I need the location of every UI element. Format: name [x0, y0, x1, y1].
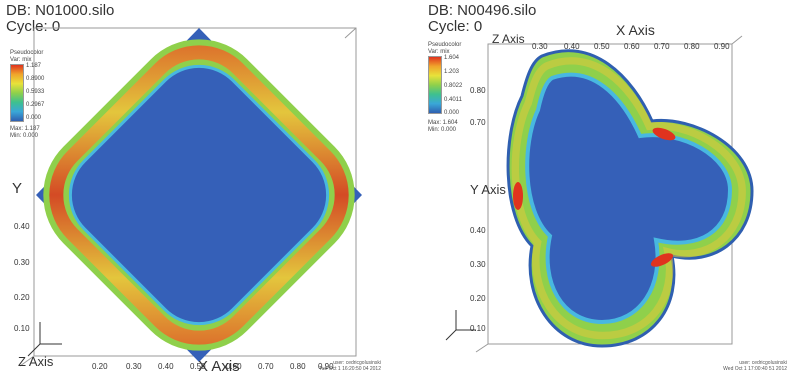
x-axis-title: X Axis — [616, 22, 655, 38]
y-tick: 0.10 — [14, 324, 30, 333]
cycle-label: Cycle: 0 — [6, 18, 61, 35]
legend-level: 1.203 — [444, 69, 460, 75]
x-tick: 0.70 — [654, 42, 670, 51]
diamond-field — [36, 28, 362, 362]
legend-variable: Var: mix — [10, 57, 32, 63]
x-tick: 0.40 — [564, 42, 580, 51]
box-edge — [731, 35, 743, 45]
legend-title: Pseudocolor — [10, 50, 44, 56]
trefoil-warm-band — [511, 57, 746, 340]
legend-level: 0.5933 — [26, 89, 45, 95]
legend-level: 0.8022 — [444, 83, 463, 89]
x-tick: 0.40 — [158, 362, 174, 371]
x-tick: 0.20 — [92, 362, 108, 371]
db-label: DB: N00496.silo — [428, 2, 537, 19]
legend-colorbar — [10, 64, 24, 122]
y-tick: 0.10 — [470, 324, 486, 333]
legend-level: 1.187 — [26, 63, 42, 69]
user-line: user: cedricgolusinski — [739, 360, 787, 366]
triad-z — [27, 343, 41, 357]
legend-title: Pseudocolor — [428, 42, 462, 48]
hot-spot — [650, 253, 674, 267]
y-tick: 0.80 — [470, 86, 486, 95]
db-label: DB: N01000.silo — [6, 2, 115, 19]
legend-level: 0.4011 — [444, 97, 462, 103]
y-tick: 0.20 — [470, 294, 486, 303]
x-axis-title: X Axis — [198, 358, 240, 375]
legend: Pseudocolor Var: mix — [428, 42, 461, 56]
y-tick: 0.30 — [14, 258, 30, 267]
trefoil-shape — [506, 49, 754, 348]
trefoil-inner — [525, 72, 733, 325]
x-tick: 0.60 — [624, 42, 640, 51]
x-tick: 0.90 — [714, 42, 730, 51]
user-stamp: user: cedricgolusinski Tue Oct 1 16:20:5… — [319, 360, 381, 372]
legend-min: Min: 0.000 — [428, 127, 457, 133]
legend-max: Max: 1.187 — [10, 126, 40, 132]
box-edge — [19, 355, 35, 367]
x-tick: 0.90 — [318, 362, 334, 371]
y-axis-title: Y — [12, 180, 23, 197]
y-tick: 0.20 — [14, 293, 30, 302]
y-tick: 0.40 — [470, 226, 486, 235]
user-line: user: cedricgolusinski — [333, 360, 381, 366]
legend-level: 1.604 — [444, 55, 460, 61]
ring-inner-edge — [68, 64, 330, 326]
date-line: Wed Oct 1 17:00:40 51 2012 — [723, 366, 787, 372]
x-tick: 0.60 — [226, 362, 242, 371]
left-plot-panel: DB: N01000.silo Cycle: 0 Pseudocolor Var — [0, 0, 395, 376]
date-line: Tue Oct 1 16:20:50 04 2012 — [318, 366, 381, 372]
x-tick: 0.30 — [126, 362, 142, 371]
x-tick: 0.50 — [190, 362, 206, 371]
box-edge — [344, 27, 357, 39]
legend-max: Max: 1.604 — [428, 120, 458, 126]
hot-spot — [513, 182, 523, 210]
x-tick: 0.30 — [532, 42, 548, 51]
z-axis-title: Z Axis — [492, 32, 525, 46]
legend-level: 0.000 — [444, 110, 460, 116]
legend-level: 0.000 — [26, 115, 42, 121]
triad-z — [445, 329, 457, 341]
legend-min: Min: 0.000 — [10, 133, 39, 139]
left-plot-canvas — [19, 27, 362, 367]
cycle-label: Cycle: 0 — [428, 18, 483, 35]
box-edge — [475, 343, 489, 353]
right-plot-panel: DB: N00496.silo Cycle: 0 Pseudocolor Var… — [396, 0, 791, 376]
z-axis-title: Z Axis — [18, 354, 54, 369]
legend: Pseudocolor Var: mix — [10, 50, 43, 64]
legend-colorbar — [428, 56, 442, 114]
y-tick: 0.40 — [14, 222, 30, 231]
x-tick: 0.50 — [594, 42, 610, 51]
user-stamp: user: cedricgolusinski Wed Oct 1 17:00:4… — [723, 360, 787, 372]
x-tick: 0.80 — [684, 42, 700, 51]
legend-level: 0.2967 — [26, 102, 45, 108]
x-tick: 0.80 — [290, 362, 306, 371]
y-tick: 0.70 — [470, 118, 486, 127]
hot-spot — [652, 127, 676, 141]
x-tick: 0.70 — [258, 362, 274, 371]
y-tick: 0.30 — [470, 260, 486, 269]
legend-variable: Var: mix — [428, 49, 450, 55]
right-plot-canvas — [445, 35, 754, 353]
legend-level: 0.8900 — [26, 76, 45, 82]
y-axis-title: Y Axis — [470, 182, 506, 197]
ring-band-core — [49, 45, 349, 345]
